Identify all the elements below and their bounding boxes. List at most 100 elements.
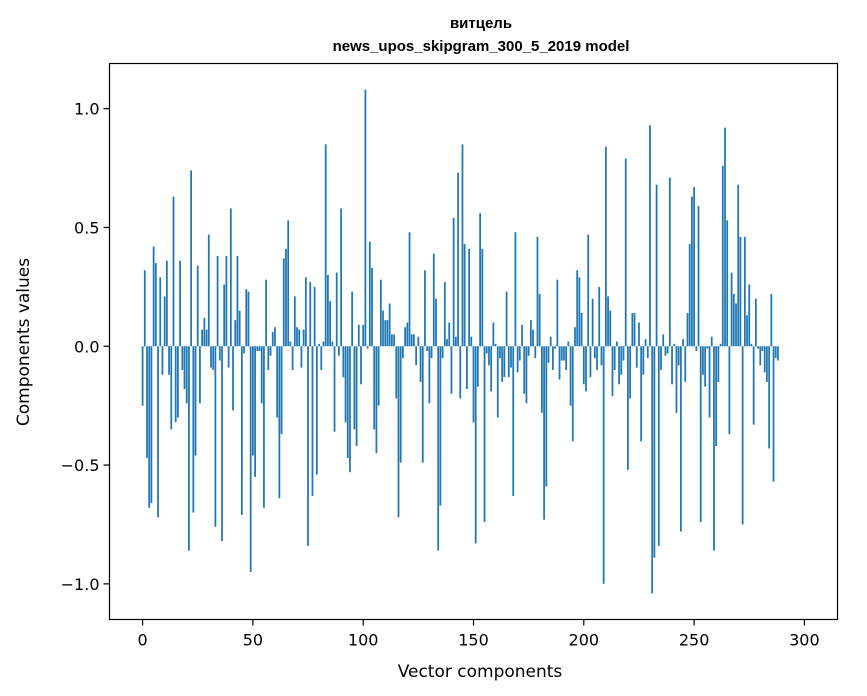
bar-141 — [452, 217, 455, 347]
bar-106 — [375, 346, 378, 454]
bar-187 — [554, 346, 556, 349]
bar-251 — [695, 346, 698, 351]
bar-266 — [728, 346, 731, 435]
bar-169 — [514, 232, 517, 347]
bar-143 — [457, 172, 459, 347]
bar-200 — [582, 346, 585, 385]
bar-225 — [638, 322, 640, 347]
bar-104 — [371, 267, 373, 347]
bar-194 — [569, 346, 572, 406]
bar-62 — [278, 346, 281, 499]
bar-253 — [699, 346, 702, 523]
y-tick-label-4: 1.0 — [74, 100, 99, 119]
x-tick-label-150: 150 — [458, 631, 489, 650]
bar-159 — [492, 322, 495, 347]
bar-64 — [282, 258, 285, 347]
bar-205 — [593, 346, 596, 359]
bar-255 — [704, 346, 707, 387]
bar-214 — [613, 346, 616, 371]
bar-13 — [170, 346, 173, 430]
bar-42 — [234, 320, 237, 347]
bar-212 — [609, 310, 612, 347]
bar-22 — [190, 170, 192, 347]
bar-185 — [549, 336, 552, 347]
bar-66 — [287, 220, 290, 347]
bar-116 — [397, 346, 400, 518]
bar-264 — [724, 127, 726, 347]
bar-234 — [657, 346, 660, 546]
bar-120 — [406, 322, 409, 347]
bar-202 — [587, 234, 590, 347]
bar-201 — [585, 346, 587, 392]
bar-140 — [450, 346, 453, 394]
bar-1 — [143, 270, 146, 347]
bar-193 — [567, 341, 570, 347]
bar-118 — [402, 346, 404, 359]
bar-182 — [543, 346, 545, 520]
bar-231 — [651, 346, 654, 594]
bar-198 — [578, 277, 581, 347]
bar-17 — [179, 260, 181, 347]
bar-245 — [682, 339, 684, 347]
bar-131 — [430, 346, 433, 359]
bar-145 — [461, 144, 464, 347]
bar-229 — [646, 346, 649, 359]
chart-title: витцель — [450, 15, 512, 32]
bar-285 — [770, 293, 773, 347]
bar-183 — [545, 346, 548, 487]
bar-85 — [329, 301, 331, 347]
bar-115 — [395, 346, 398, 399]
bar-279 — [757, 346, 759, 349]
bar-191 — [563, 346, 565, 361]
bar-186 — [552, 346, 554, 371]
bar-19 — [183, 346, 186, 390]
bar-177 — [532, 329, 534, 347]
bar-277 — [752, 346, 755, 425]
bar-36 — [221, 346, 223, 542]
bar-78 — [313, 286, 316, 347]
bar-88 — [335, 272, 338, 347]
x-axis: 0 50 100 150 200 250 300 — [137, 619, 820, 650]
bar-134 — [437, 346, 440, 551]
bar-3 — [148, 346, 151, 508]
bar-82 — [322, 341, 325, 347]
bar-68 — [291, 346, 294, 371]
bar-15 — [174, 346, 177, 423]
bar-6 — [154, 263, 157, 347]
bar-44 — [238, 310, 241, 347]
bar-181 — [541, 346, 543, 413]
bar-235 — [660, 346, 662, 371]
bar-86 — [331, 341, 334, 347]
bar-18 — [181, 346, 184, 371]
bar-284 — [768, 346, 770, 449]
bar-125 — [417, 336, 420, 347]
bar-270 — [737, 184, 740, 347]
bar-57 — [267, 346, 270, 371]
bar-16 — [177, 346, 179, 418]
bar-149 — [470, 336, 473, 347]
x-tick-label-250: 250 — [679, 631, 710, 650]
bar-39 — [227, 346, 230, 368]
bar-268 — [732, 293, 735, 347]
bar-243 — [677, 346, 680, 366]
bar-244 — [679, 346, 682, 532]
bar-33 — [214, 346, 217, 527]
bar-71 — [298, 329, 301, 347]
bar-274 — [746, 315, 748, 347]
bar-258 — [710, 336, 713, 347]
bar-236 — [662, 334, 665, 347]
bar-262 — [719, 343, 722, 347]
bar-179 — [536, 236, 539, 347]
bar-142 — [454, 336, 457, 347]
bar-55 — [263, 346, 265, 508]
bar-65 — [285, 248, 287, 347]
bar-184 — [547, 346, 550, 363]
bar-136 — [441, 346, 444, 359]
bar-276 — [750, 343, 753, 347]
bar-272 — [741, 346, 744, 525]
bar-218 — [622, 346, 625, 361]
bar-52 — [256, 346, 259, 351]
bar-163 — [501, 346, 504, 382]
bar-168 — [512, 346, 515, 496]
bar-99 — [360, 346, 362, 385]
